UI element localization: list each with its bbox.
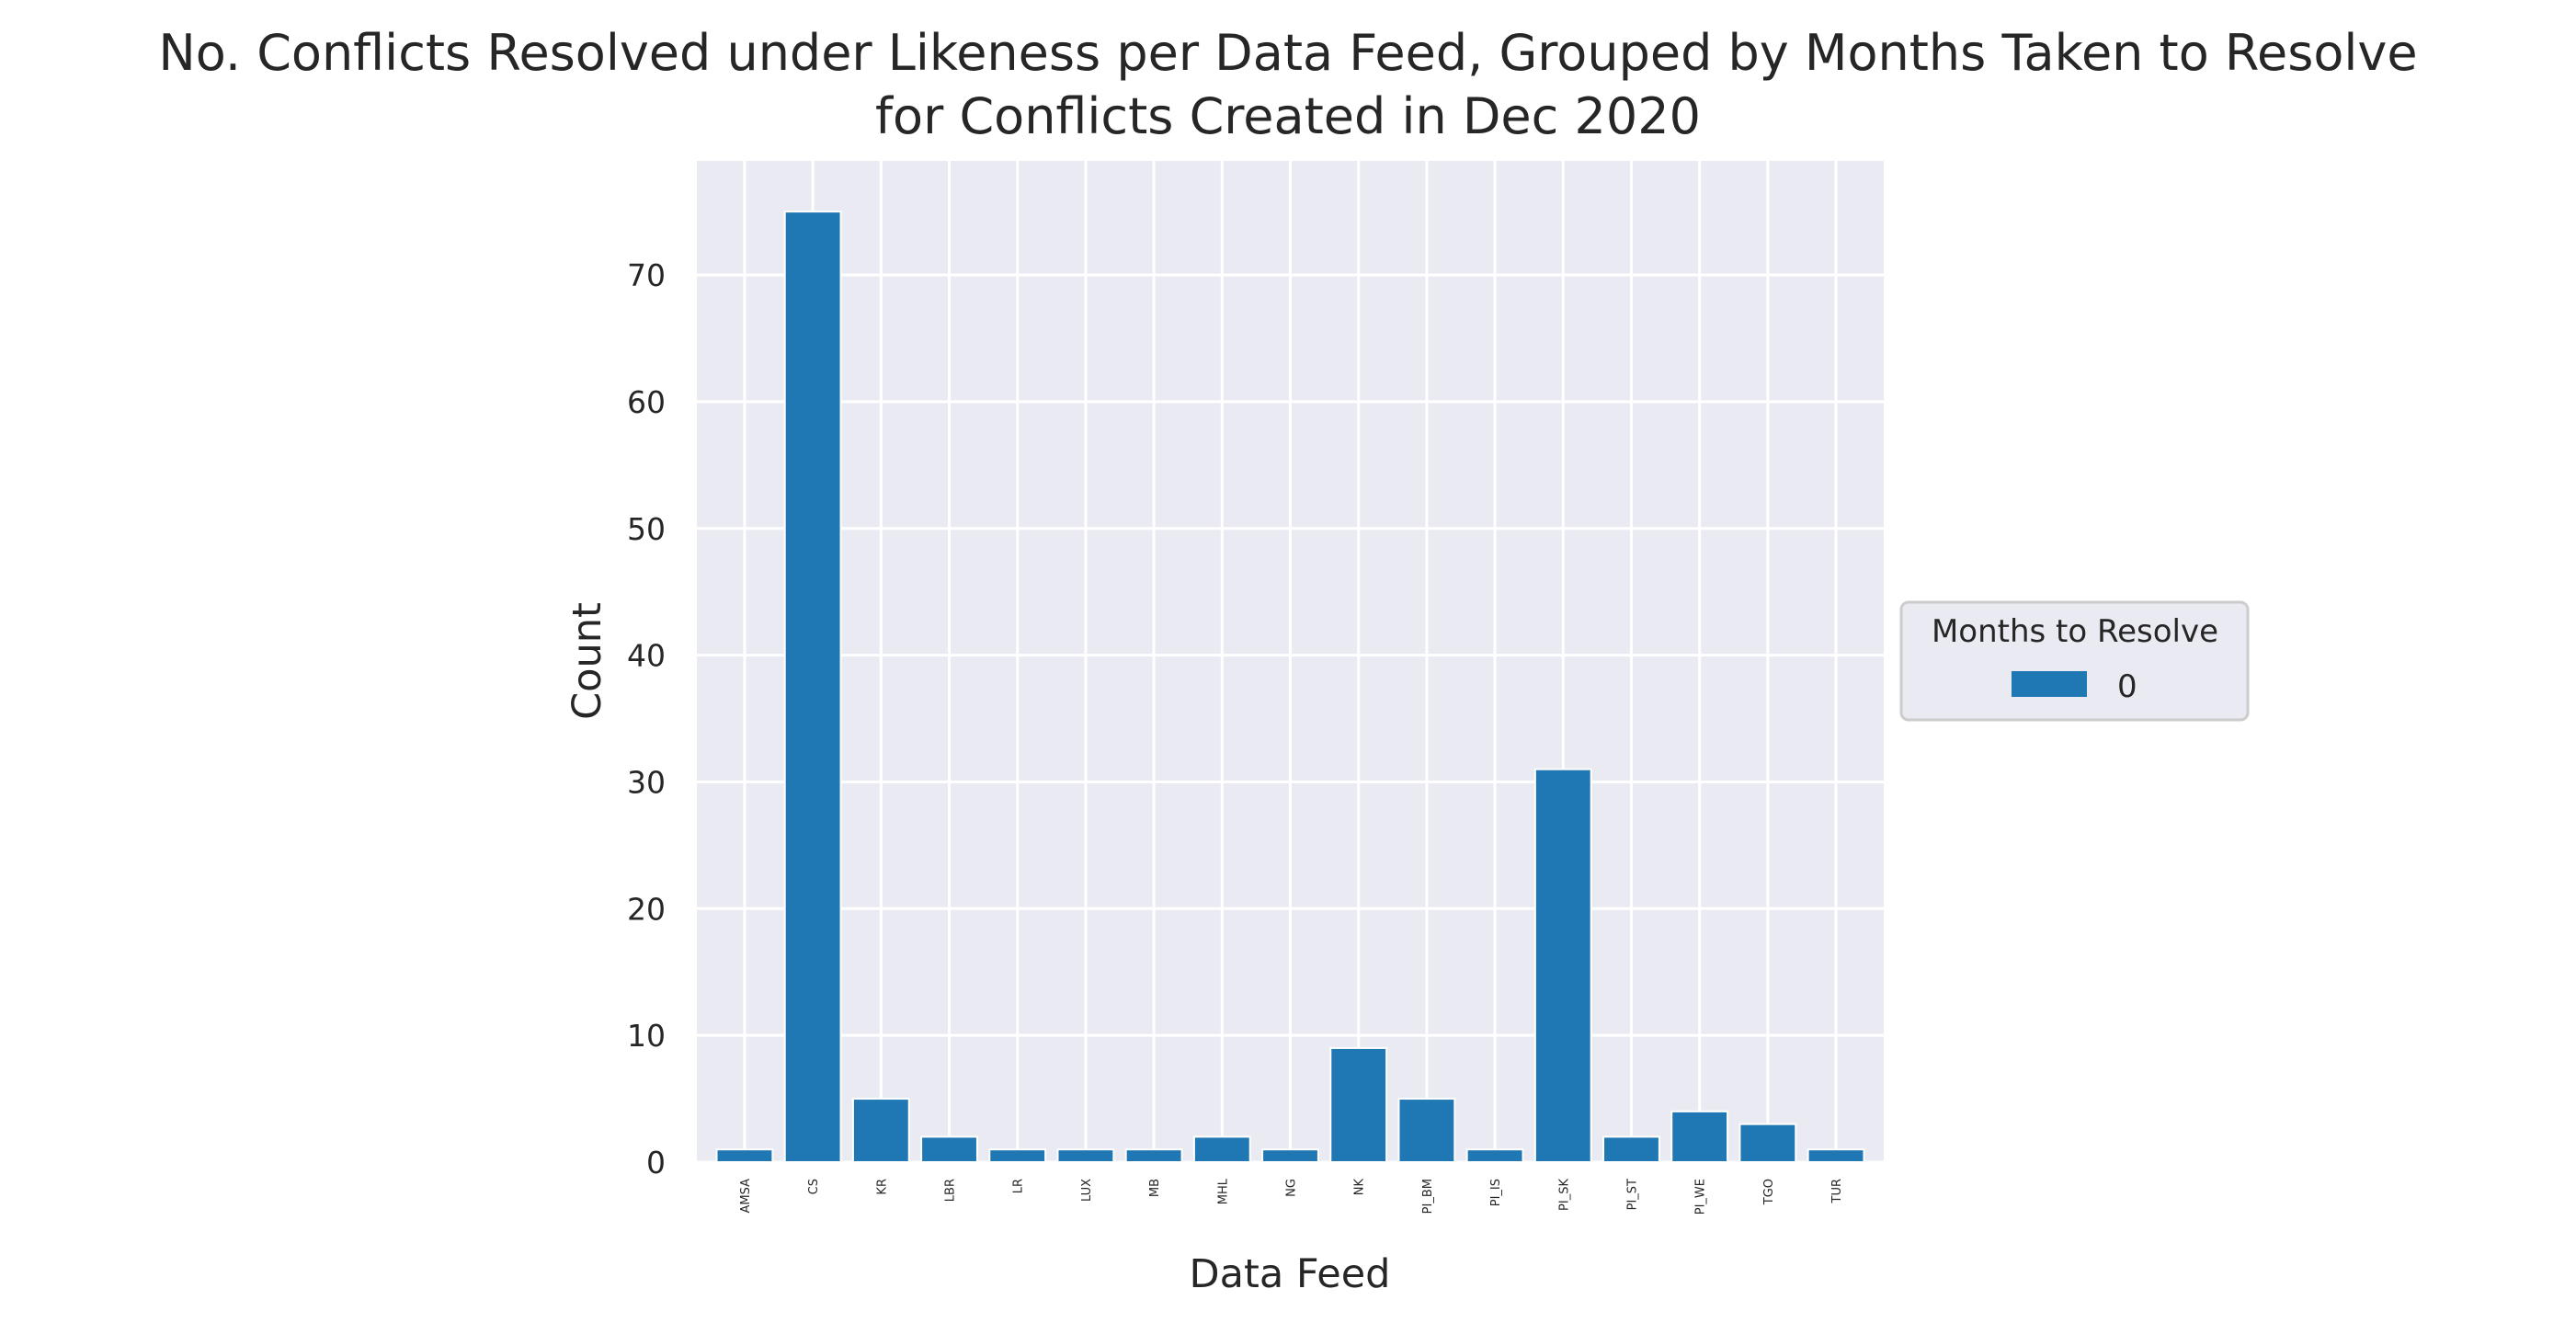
x-tick-label: TGO	[1762, 1179, 1776, 1205]
legend: Months to Resolve 0	[1899, 600, 2250, 722]
x-tick-label: MHL	[1216, 1178, 1230, 1204]
bar-pi-we	[1670, 1110, 1729, 1163]
x-axis-label: Data Feed	[1190, 1251, 1391, 1297]
x-tick-label: TUR	[1830, 1179, 1844, 1204]
bar-ng	[1261, 1148, 1319, 1164]
x-tick-label: PI_SK	[1557, 1179, 1571, 1211]
x-tick-label: PI_WE	[1694, 1179, 1708, 1215]
bar-pi-sk	[1533, 768, 1592, 1163]
bar-pi-bm	[1397, 1098, 1456, 1163]
bar-mb	[1124, 1148, 1183, 1164]
y-axis-label: Count	[564, 602, 610, 720]
legend-swatch	[2012, 671, 2087, 697]
y-tick-label: 50	[627, 511, 666, 547]
bar-mhl	[1192, 1135, 1251, 1164]
bar-tur	[1807, 1148, 1865, 1164]
legend-entry-label: 0	[2117, 668, 2137, 705]
bar-amsa	[715, 1148, 774, 1164]
y-tick-label: 0	[646, 1145, 666, 1180]
bar-lr	[988, 1148, 1047, 1164]
y-tick-label: 60	[627, 384, 666, 420]
x-tick-label: MB	[1148, 1179, 1162, 1197]
x-tick-label: NK	[1353, 1179, 1367, 1196]
chart-title-line2: for Conflicts Created in Dec 2020	[875, 87, 1701, 145]
x-tick-label: PI_BM	[1421, 1179, 1435, 1214]
bar-tgo	[1738, 1123, 1797, 1164]
y-tick-label: 20	[627, 891, 666, 927]
x-tick-label: AMSA	[739, 1179, 753, 1214]
x-tick-label: LR	[1012, 1179, 1026, 1193]
y-tick-label: 70	[627, 257, 666, 293]
x-tick-label: LUX	[1080, 1179, 1094, 1202]
x-tick-label: KR	[875, 1179, 889, 1195]
bar-pi-is	[1465, 1148, 1524, 1164]
x-axis-ticks: AMSA CS KR LBR LR LUX MB MHL NG NK PI_BM PI_IS PI_SK…	[739, 1178, 1844, 1215]
legend-title: Months to Resolve	[1932, 613, 2218, 650]
y-tick-label: 30	[627, 764, 666, 800]
y-tick-label: 10	[627, 1018, 666, 1054]
x-tick-label: PI_ST	[1625, 1179, 1639, 1210]
x-tick-label: NG	[1285, 1179, 1299, 1197]
bars	[715, 211, 1865, 1164]
bar-nk	[1329, 1046, 1388, 1164]
legend-box	[1899, 600, 2250, 722]
bar-lux	[1056, 1148, 1115, 1164]
y-axis-ticks: 0 10 20 30 40 50 60 70	[627, 257, 666, 1180]
bar-kr	[851, 1098, 910, 1163]
bar-pi-st	[1602, 1135, 1660, 1164]
bar-cs	[783, 211, 842, 1163]
y-tick-label: 40	[627, 638, 666, 674]
chart-title-line1: No. Conflicts Resolved under Likeness pe…	[158, 24, 2417, 82]
x-tick-label: PI_IS	[1489, 1179, 1503, 1206]
bar-lbr	[920, 1135, 978, 1164]
x-tick-label: CS	[807, 1179, 821, 1194]
x-tick-label: LBR	[944, 1179, 958, 1202]
